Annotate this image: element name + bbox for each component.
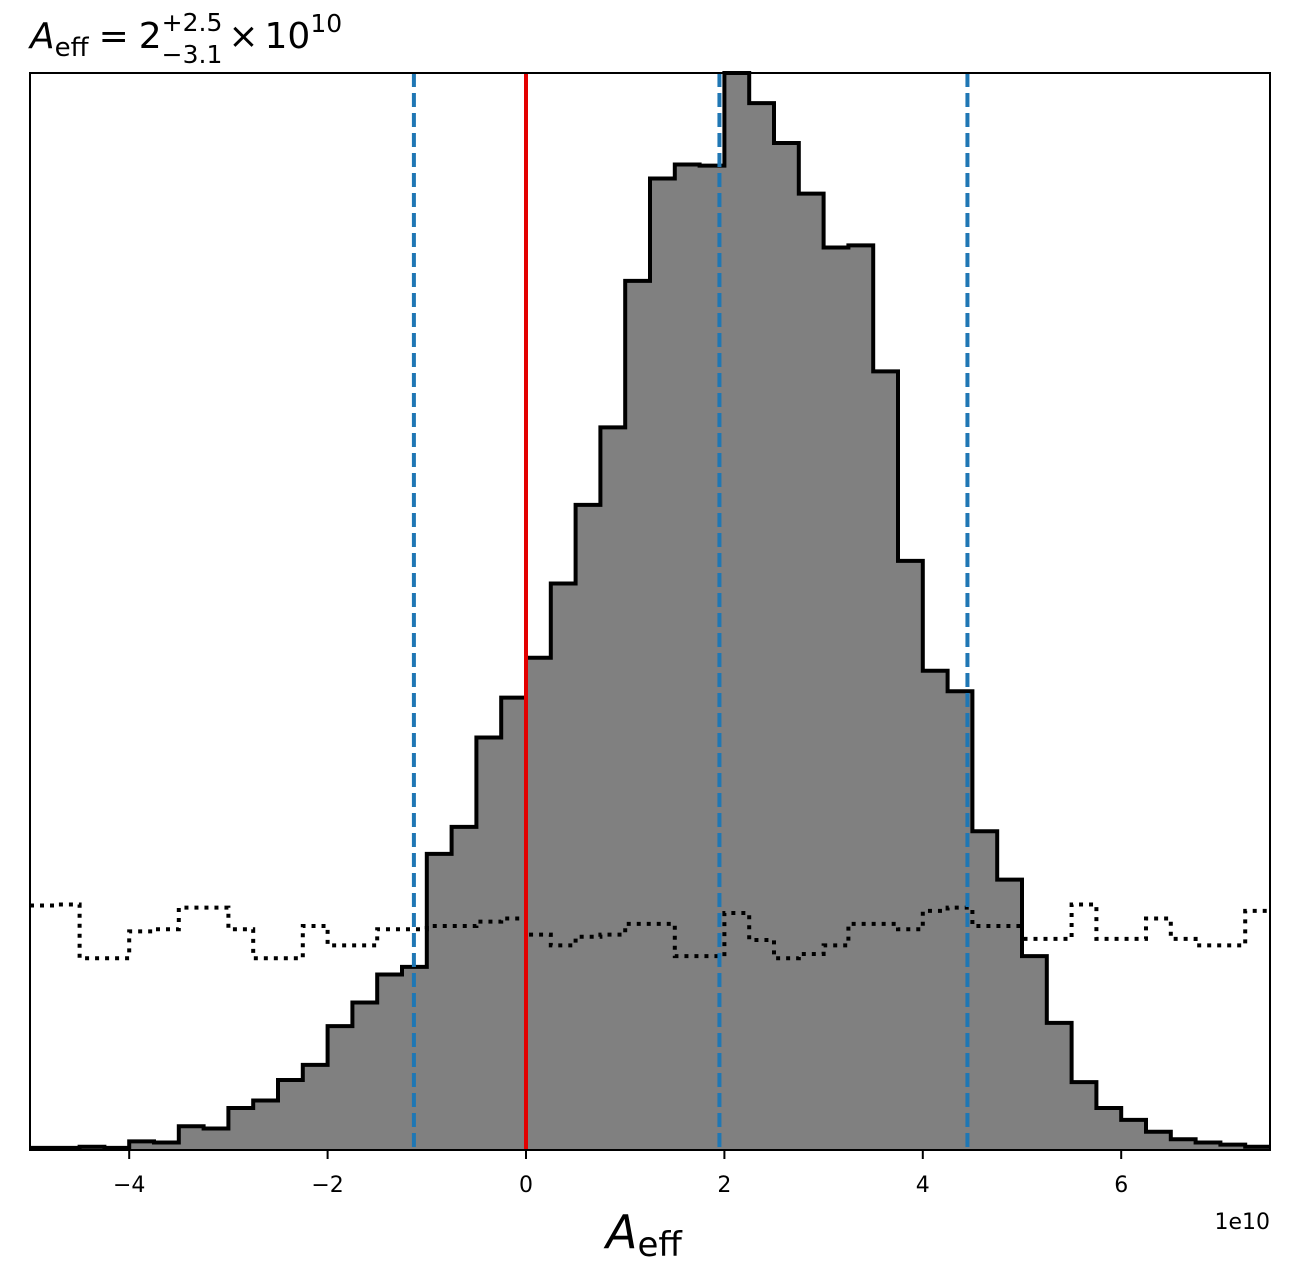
title-upper: +2.5: [162, 8, 223, 37]
x-tick-label: 6: [1114, 1173, 1128, 1198]
posterior-bar: [972, 831, 998, 1150]
posterior-bar: [823, 247, 849, 1150]
posterior-bar: [501, 697, 527, 1150]
posterior-bar: [600, 427, 626, 1150]
chart-title: Aeff = 2+2.5 −3.1 × 1010: [28, 8, 342, 69]
title-symbol: A: [28, 16, 55, 57]
posterior-bar: [278, 1079, 304, 1150]
posterior-bar: [1096, 1107, 1122, 1150]
posterior-bar: [1195, 1142, 1221, 1150]
posterior-bar: [426, 853, 453, 1150]
x-tick-label: −4: [113, 1173, 145, 1198]
title-equals: =: [99, 16, 129, 57]
x-tick-label: −2: [311, 1173, 343, 1198]
x-axis-ticks: −4 −2 0 2 4 6: [113, 1150, 1128, 1198]
posterior-bar: [253, 1100, 279, 1150]
title-lower: −3.1: [162, 40, 223, 69]
posterior-bar: [774, 143, 800, 1150]
posterior-bar: [922, 670, 949, 1150]
title-times: ×: [228, 16, 258, 57]
posterior-bar: [1071, 1082, 1097, 1150]
posterior-bar: [848, 245, 874, 1150]
x-tick-label: 0: [519, 1173, 533, 1198]
posterior-bar: [451, 826, 477, 1150]
title-median: 2: [139, 16, 162, 57]
posterior-bar: [1146, 1131, 1172, 1150]
x-tick-label: 2: [717, 1173, 731, 1198]
posterior-bar: [526, 657, 552, 1150]
posterior-bar: [997, 879, 1023, 1150]
x-axis-label: Aeff: [603, 1205, 683, 1265]
posterior-bar: [228, 1107, 254, 1150]
posterior-bar: [625, 280, 651, 1151]
title-exponent: 10: [310, 9, 342, 38]
posterior-bar: [650, 178, 676, 1150]
posterior-bar: [154, 1142, 180, 1150]
posterior-bar: [1022, 956, 1048, 1150]
posterior-bar: [898, 560, 924, 1150]
posterior-bar: [377, 974, 403, 1150]
posterior-bar: [476, 737, 502, 1150]
posterior-bar: [550, 583, 577, 1150]
x-tick-label: 4: [916, 1173, 930, 1198]
x-axis-label-symbol: A: [603, 1205, 637, 1259]
plot-area: [30, 71, 1271, 1151]
posterior-bar: [1220, 1144, 1246, 1150]
x-axis-offset-label: 1e10: [1214, 1210, 1270, 1235]
posterior-bar: [1170, 1139, 1197, 1150]
posterior-bar: [352, 1002, 378, 1150]
posterior-outline: [30, 71, 1270, 1150]
posterior-bar: [302, 1064, 329, 1150]
prior-outline: [30, 902, 1270, 961]
posterior-bar: [129, 1141, 155, 1150]
posterior-bar: [203, 1128, 229, 1150]
posterior-bar: [798, 193, 825, 1150]
posterior-bar: [873, 371, 899, 1151]
posterior-bar: [178, 1126, 205, 1150]
posterior-bar: [674, 164, 701, 1151]
posterior-bar: [327, 1026, 353, 1150]
title-symbol-sub: eff: [55, 33, 90, 63]
posterior-bar: [724, 73, 750, 1150]
posterior-bar: [749, 103, 775, 1150]
posterior-bar: [1046, 1022, 1073, 1150]
posterior-bar: [575, 504, 601, 1150]
axes-frame: [29, 72, 1271, 1151]
x-axis-label-sub: eff: [637, 1225, 683, 1265]
posterior-bar: [1121, 1119, 1147, 1150]
title-base: 10: [265, 16, 311, 57]
